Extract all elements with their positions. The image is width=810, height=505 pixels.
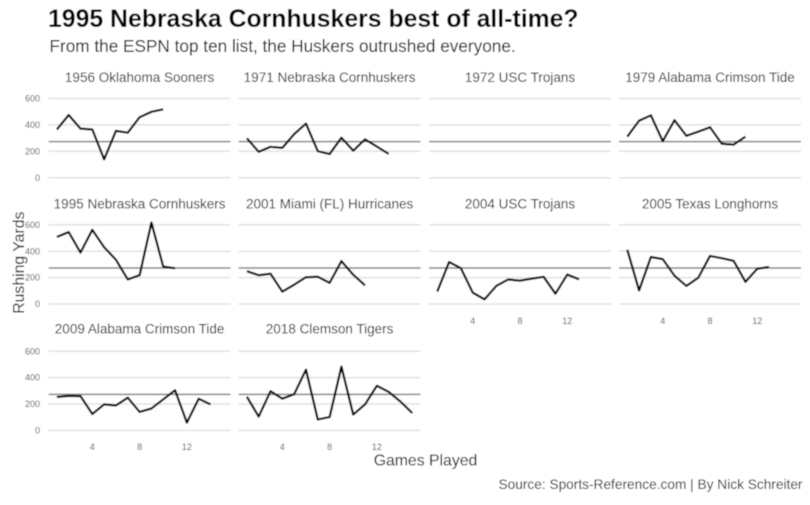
svg-text:12: 12 [372,442,382,452]
svg-text:200: 200 [25,273,40,283]
svg-text:0: 0 [35,299,40,309]
svg-text:12: 12 [562,316,572,326]
svg-text:2018 Clemson Tigers: 2018 Clemson Tigers [266,322,394,337]
svg-text:4: 4 [660,316,665,326]
svg-text:1972 USC Trojans: 1972 USC Trojans [465,70,576,85]
svg-text:4: 4 [280,442,285,452]
svg-text:1995 Nebraska Cornhuskers best: 1995 Nebraska Cornhuskers best of all-ti… [48,6,579,33]
svg-text:1971 Nebraska Cornhuskers: 1971 Nebraska Cornhuskers [244,70,416,85]
svg-text:Source: Sports-Reference.com |: Source: Sports-Reference.com | By Nick S… [498,477,802,492]
svg-text:8: 8 [137,442,142,452]
svg-text:0: 0 [35,426,40,436]
svg-text:400: 400 [25,373,40,383]
svg-text:2001 Miami (FL) Hurricanes: 2001 Miami (FL) Hurricanes [246,196,414,211]
svg-text:12: 12 [182,442,192,452]
svg-text:1995 Nebraska Cornhuskers: 1995 Nebraska Cornhuskers [54,196,226,211]
svg-text:2004 USC Trojans: 2004 USC Trojans [465,196,576,211]
svg-text:2009 Alabama Crimson Tide: 2009 Alabama Crimson Tide [55,322,225,337]
svg-text:1979 Alabama Crimson Tide: 1979 Alabama Crimson Tide [625,70,795,85]
svg-text:600: 600 [25,220,40,230]
svg-text:600: 600 [25,94,40,104]
svg-text:8: 8 [707,316,712,326]
svg-text:From the ESPN top ten list, th: From the ESPN top ten list, the Huskers … [50,36,516,56]
svg-text:600: 600 [25,346,40,356]
svg-text:2005 Texas Longhorns: 2005 Texas Longhorns [642,196,779,211]
svg-text:8: 8 [517,316,522,326]
svg-text:200: 200 [25,146,40,156]
svg-text:400: 400 [25,120,40,130]
svg-text:400: 400 [25,246,40,256]
svg-text:4: 4 [90,442,95,452]
svg-text:8: 8 [327,442,332,452]
svg-text:Rushing Yards: Rushing Yards [11,212,28,314]
svg-text:200: 200 [25,399,40,409]
svg-text:12: 12 [752,316,762,326]
svg-text:1956 Oklahoma Sooners: 1956 Oklahoma Sooners [65,70,215,85]
svg-text:4: 4 [470,316,475,326]
svg-text:0: 0 [35,173,40,183]
svg-text:Games Played: Games Played [374,453,478,470]
